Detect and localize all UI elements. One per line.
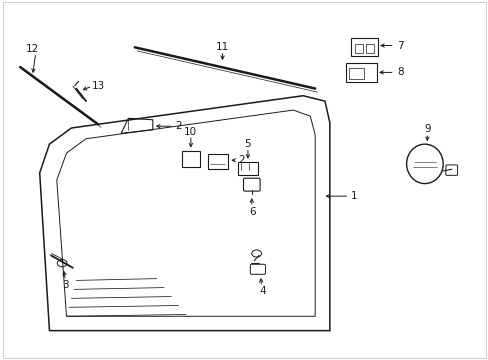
Text: 10: 10 <box>184 127 197 136</box>
Text: 8: 8 <box>396 67 403 77</box>
Text: 6: 6 <box>249 207 256 217</box>
Text: 13: 13 <box>91 81 104 91</box>
Text: 11: 11 <box>216 42 229 51</box>
Text: 2: 2 <box>175 121 182 131</box>
Text: 7: 7 <box>396 41 403 50</box>
Text: 5: 5 <box>244 139 251 149</box>
Text: 1: 1 <box>350 191 357 201</box>
Text: 4: 4 <box>259 286 265 296</box>
Text: 2: 2 <box>238 155 245 165</box>
Text: 12: 12 <box>26 44 39 54</box>
Text: 3: 3 <box>62 280 69 290</box>
Text: 9: 9 <box>423 124 430 134</box>
